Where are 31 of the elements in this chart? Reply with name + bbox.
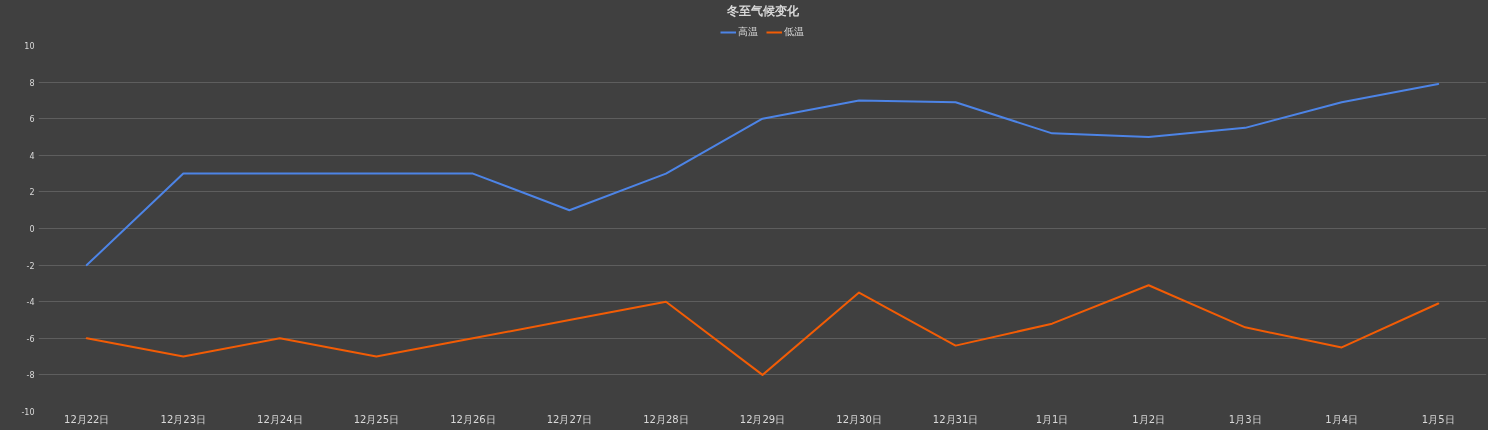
x-tick-label: 1月1日 bbox=[1035, 413, 1069, 425]
x-tick-label: 12月23日 bbox=[160, 413, 207, 425]
x-tick-label: 12月22日 bbox=[64, 413, 110, 425]
x-tick-label: 12月24日 bbox=[257, 413, 303, 425]
y-tick-label: 8 bbox=[29, 78, 35, 88]
y-tick-label: 6 bbox=[29, 115, 35, 125]
x-tick-label: 12月31日 bbox=[932, 413, 979, 425]
y-tick-label: -4 bbox=[26, 298, 35, 308]
chart-title: 冬至气候变化 bbox=[725, 3, 800, 18]
y-tick-label: -2 bbox=[26, 261, 35, 271]
y-tick-label: -10 bbox=[21, 408, 35, 417]
x-tick-label: 1月3日 bbox=[1228, 413, 1262, 425]
x-tick-label: 12月25日 bbox=[353, 413, 400, 425]
x-tick-label: 12月27日 bbox=[546, 413, 593, 425]
y-tick-label: -6 bbox=[26, 334, 35, 344]
y-tick-label: 2 bbox=[29, 188, 35, 198]
legend-label: 高温 bbox=[738, 25, 758, 39]
legend-label: 低温 bbox=[784, 25, 804, 39]
x-tick-label: 12月30日 bbox=[836, 413, 882, 425]
x-tick-label: 12月26日 bbox=[450, 413, 496, 425]
y-tick-label: 0 bbox=[29, 225, 35, 234]
x-tick-label: 12月28日 bbox=[643, 413, 689, 425]
line-series bbox=[85, 82, 1440, 267]
y-tick-label: 10 bbox=[24, 42, 35, 51]
y-tick-label: -8 bbox=[26, 371, 35, 381]
y-tick-label: 4 bbox=[29, 151, 35, 161]
x-tick-label: 12月29日 bbox=[739, 413, 786, 425]
x-tick-label: 1月2日 bbox=[1132, 413, 1166, 425]
x-tick-label: 1月4日 bbox=[1325, 413, 1359, 425]
line-series bbox=[85, 284, 1440, 376]
x-tick-label: 1月5日 bbox=[1421, 413, 1455, 425]
